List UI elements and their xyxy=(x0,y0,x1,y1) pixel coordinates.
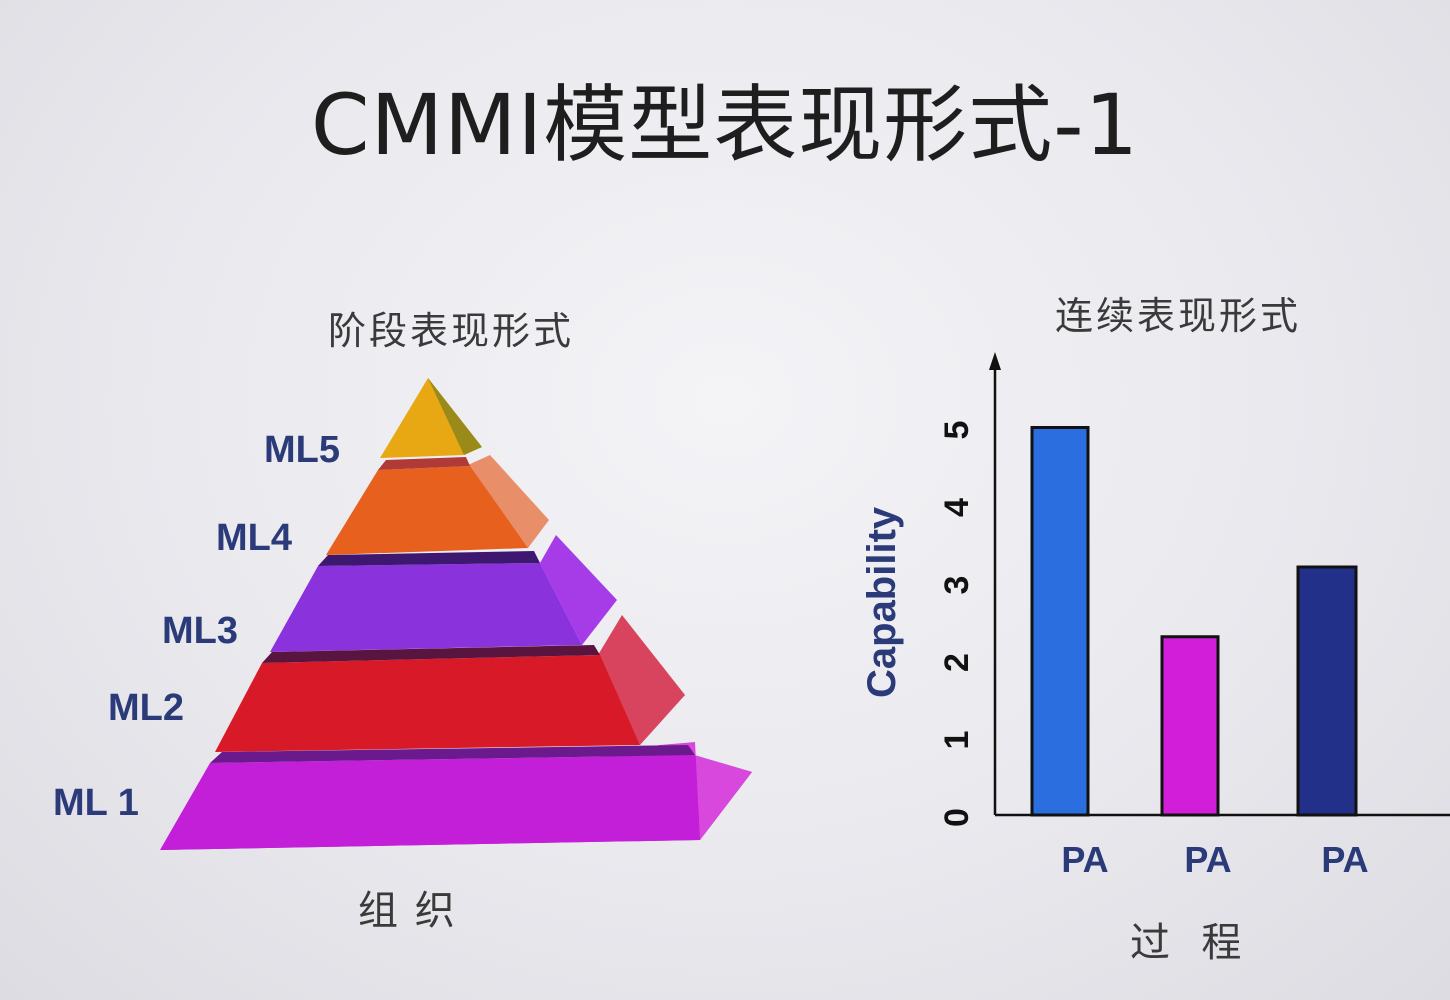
x-tick-label: PA xyxy=(1184,839,1231,880)
ml5-label: ML5 xyxy=(264,429,340,471)
x-tick-label: PA xyxy=(1061,839,1108,880)
ml1-top-shadow xyxy=(210,745,695,763)
y-tick-label: 5 xyxy=(938,421,976,440)
ml1-label: ML 1 xyxy=(53,782,139,824)
bar-pa-2 xyxy=(1160,635,1220,817)
ml4-side-face xyxy=(468,455,549,548)
y-axis-title: Capability xyxy=(860,506,904,698)
ml1-front-face xyxy=(160,755,700,850)
y-tick-label: 2 xyxy=(938,653,976,672)
staged-pyramid: ML5 ML4 ML3 ML2 ML 1 xyxy=(53,378,752,850)
ml3-front-face xyxy=(270,563,582,652)
slide-title: CMMI模型表现形式-1 xyxy=(310,76,1140,174)
ml4-front-face xyxy=(326,466,528,555)
process-label: 过 程 xyxy=(1130,920,1244,966)
y-tick-label: 3 xyxy=(938,576,976,595)
ml5-side-face xyxy=(428,378,482,455)
ml2-side-face xyxy=(598,615,685,745)
ml3-top-shadow xyxy=(318,551,540,566)
bar-pa-1 xyxy=(1030,426,1090,817)
ml2-top-shadow xyxy=(262,645,600,663)
y-tick-label: 4 xyxy=(938,498,976,517)
ml1-right-face xyxy=(660,742,752,840)
ml3-side-face xyxy=(540,535,617,645)
ml4-top-shadow xyxy=(378,457,470,470)
continuous-title: 连续表现形式 xyxy=(1055,294,1302,338)
capability-bar-chart: Capability 0 1 2 3 4 5 PA PA PA xyxy=(860,352,1450,880)
bar-pa-3 xyxy=(1296,565,1358,817)
ml4-label: ML4 xyxy=(216,517,292,559)
ml3-label: ML3 xyxy=(162,610,238,652)
x-tick-label: PA xyxy=(1321,839,1368,880)
staged-title: 阶段表现形式 xyxy=(328,309,575,353)
y-tick-label: 0 xyxy=(938,808,976,827)
organization-label: 组 织 xyxy=(358,888,457,934)
y-axis-arrow xyxy=(989,352,1001,370)
ml2-front-face xyxy=(215,655,640,752)
y-tick-label: 1 xyxy=(938,731,976,750)
ml2-label: ML2 xyxy=(108,687,184,729)
